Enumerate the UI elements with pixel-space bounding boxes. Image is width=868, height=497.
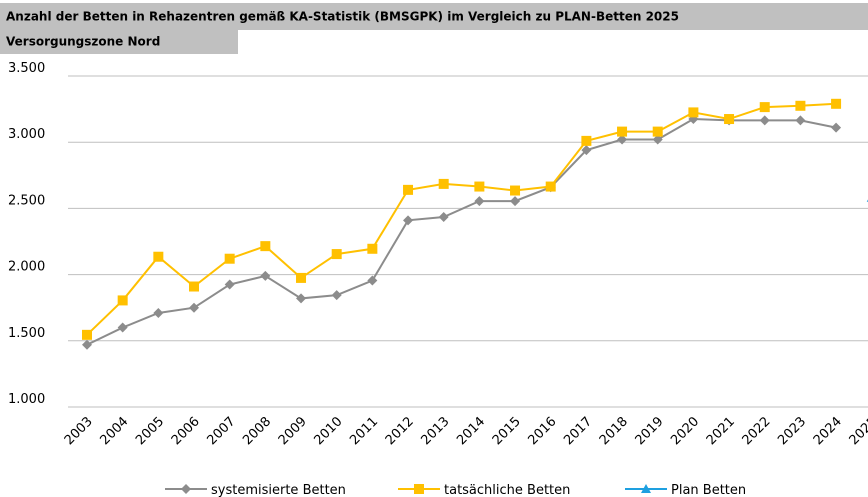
marker xyxy=(260,270,271,281)
x-tick-label: 2015 xyxy=(490,414,524,448)
marker xyxy=(688,107,699,118)
marker xyxy=(331,290,342,301)
marker xyxy=(474,181,485,192)
x-tick-label: 2008 xyxy=(240,414,274,448)
x-tick-label: 2003 xyxy=(62,414,96,448)
x-tick-label: 2012 xyxy=(383,414,417,448)
series-line xyxy=(86,118,837,346)
marker xyxy=(724,114,735,125)
marker xyxy=(331,249,342,260)
subtitle-bar xyxy=(0,30,238,54)
legend-label: tatsächliche Betten xyxy=(444,483,570,497)
x-tick-label: 2020 xyxy=(668,414,702,448)
x-tick-label: 2017 xyxy=(561,414,595,448)
marker xyxy=(617,126,628,137)
marker xyxy=(652,126,663,137)
chart-title: Anzahl der Betten in Rehazentren gemäß K… xyxy=(6,10,679,24)
marker xyxy=(438,178,449,189)
marker xyxy=(117,322,128,333)
y-tick-label: 2.500 xyxy=(8,193,45,208)
x-tick-label: 2011 xyxy=(347,414,381,448)
marker xyxy=(759,115,770,126)
legend-label: systemisierte Betten xyxy=(211,483,346,497)
marker xyxy=(367,275,378,286)
marker xyxy=(181,484,191,494)
marker xyxy=(296,293,307,304)
marker xyxy=(153,251,164,262)
marker xyxy=(617,134,628,145)
marker xyxy=(296,272,307,283)
x-tick-label: 2005 xyxy=(133,414,167,448)
marker xyxy=(367,243,378,254)
marker xyxy=(510,185,521,196)
marker xyxy=(831,122,842,133)
marker xyxy=(652,134,663,145)
x-tick-label: 2019 xyxy=(633,414,667,448)
x-tick-label: 2018 xyxy=(597,414,631,448)
x-tick-label: 2021 xyxy=(704,414,738,448)
marker xyxy=(545,181,556,192)
x-tick-label: 2010 xyxy=(312,414,346,448)
marker xyxy=(260,241,271,252)
marker xyxy=(759,102,770,113)
marker xyxy=(641,484,651,493)
marker xyxy=(189,302,200,313)
marker xyxy=(795,115,806,126)
marker xyxy=(224,279,235,290)
x-tick-label: 2023 xyxy=(775,414,809,448)
marker xyxy=(117,295,128,306)
marker xyxy=(581,145,592,156)
marker xyxy=(414,484,424,494)
y-tick-label: 3.000 xyxy=(8,127,45,142)
legend-label: Plan Betten xyxy=(671,483,746,497)
chart-subtitle: Versorgungszone Nord xyxy=(6,35,160,49)
marker xyxy=(82,339,92,350)
x-tick-label: 2024 xyxy=(811,414,845,448)
x-tick-label: 2013 xyxy=(419,414,453,448)
x-tick-label: 2009 xyxy=(276,414,310,448)
marker xyxy=(795,100,806,111)
x-tick-label: 2007 xyxy=(205,414,239,448)
y-tick-label: 2.000 xyxy=(8,260,45,275)
marker xyxy=(438,212,449,223)
y-tick-label: 1.000 xyxy=(8,392,45,407)
marker xyxy=(403,184,414,195)
title-bar xyxy=(0,3,868,30)
series-line xyxy=(86,102,837,336)
x-tick-label: 2004 xyxy=(97,414,131,448)
marker xyxy=(474,196,485,207)
y-tick-label: 3.500 xyxy=(8,61,45,76)
marker xyxy=(82,329,92,340)
marker xyxy=(189,281,200,292)
y-tick-label: 1.500 xyxy=(8,326,45,341)
marker xyxy=(224,253,235,264)
x-tick-label: 2006 xyxy=(169,414,203,448)
marker xyxy=(831,98,842,109)
marker xyxy=(153,307,164,318)
marker xyxy=(510,196,521,207)
marker xyxy=(581,135,592,146)
x-tick-label: 2022 xyxy=(740,414,774,448)
marker xyxy=(403,215,414,226)
x-tick-label: 2016 xyxy=(526,414,560,448)
x-tick-label: 2014 xyxy=(454,414,488,448)
x-tick-label: 2025 xyxy=(847,414,868,448)
